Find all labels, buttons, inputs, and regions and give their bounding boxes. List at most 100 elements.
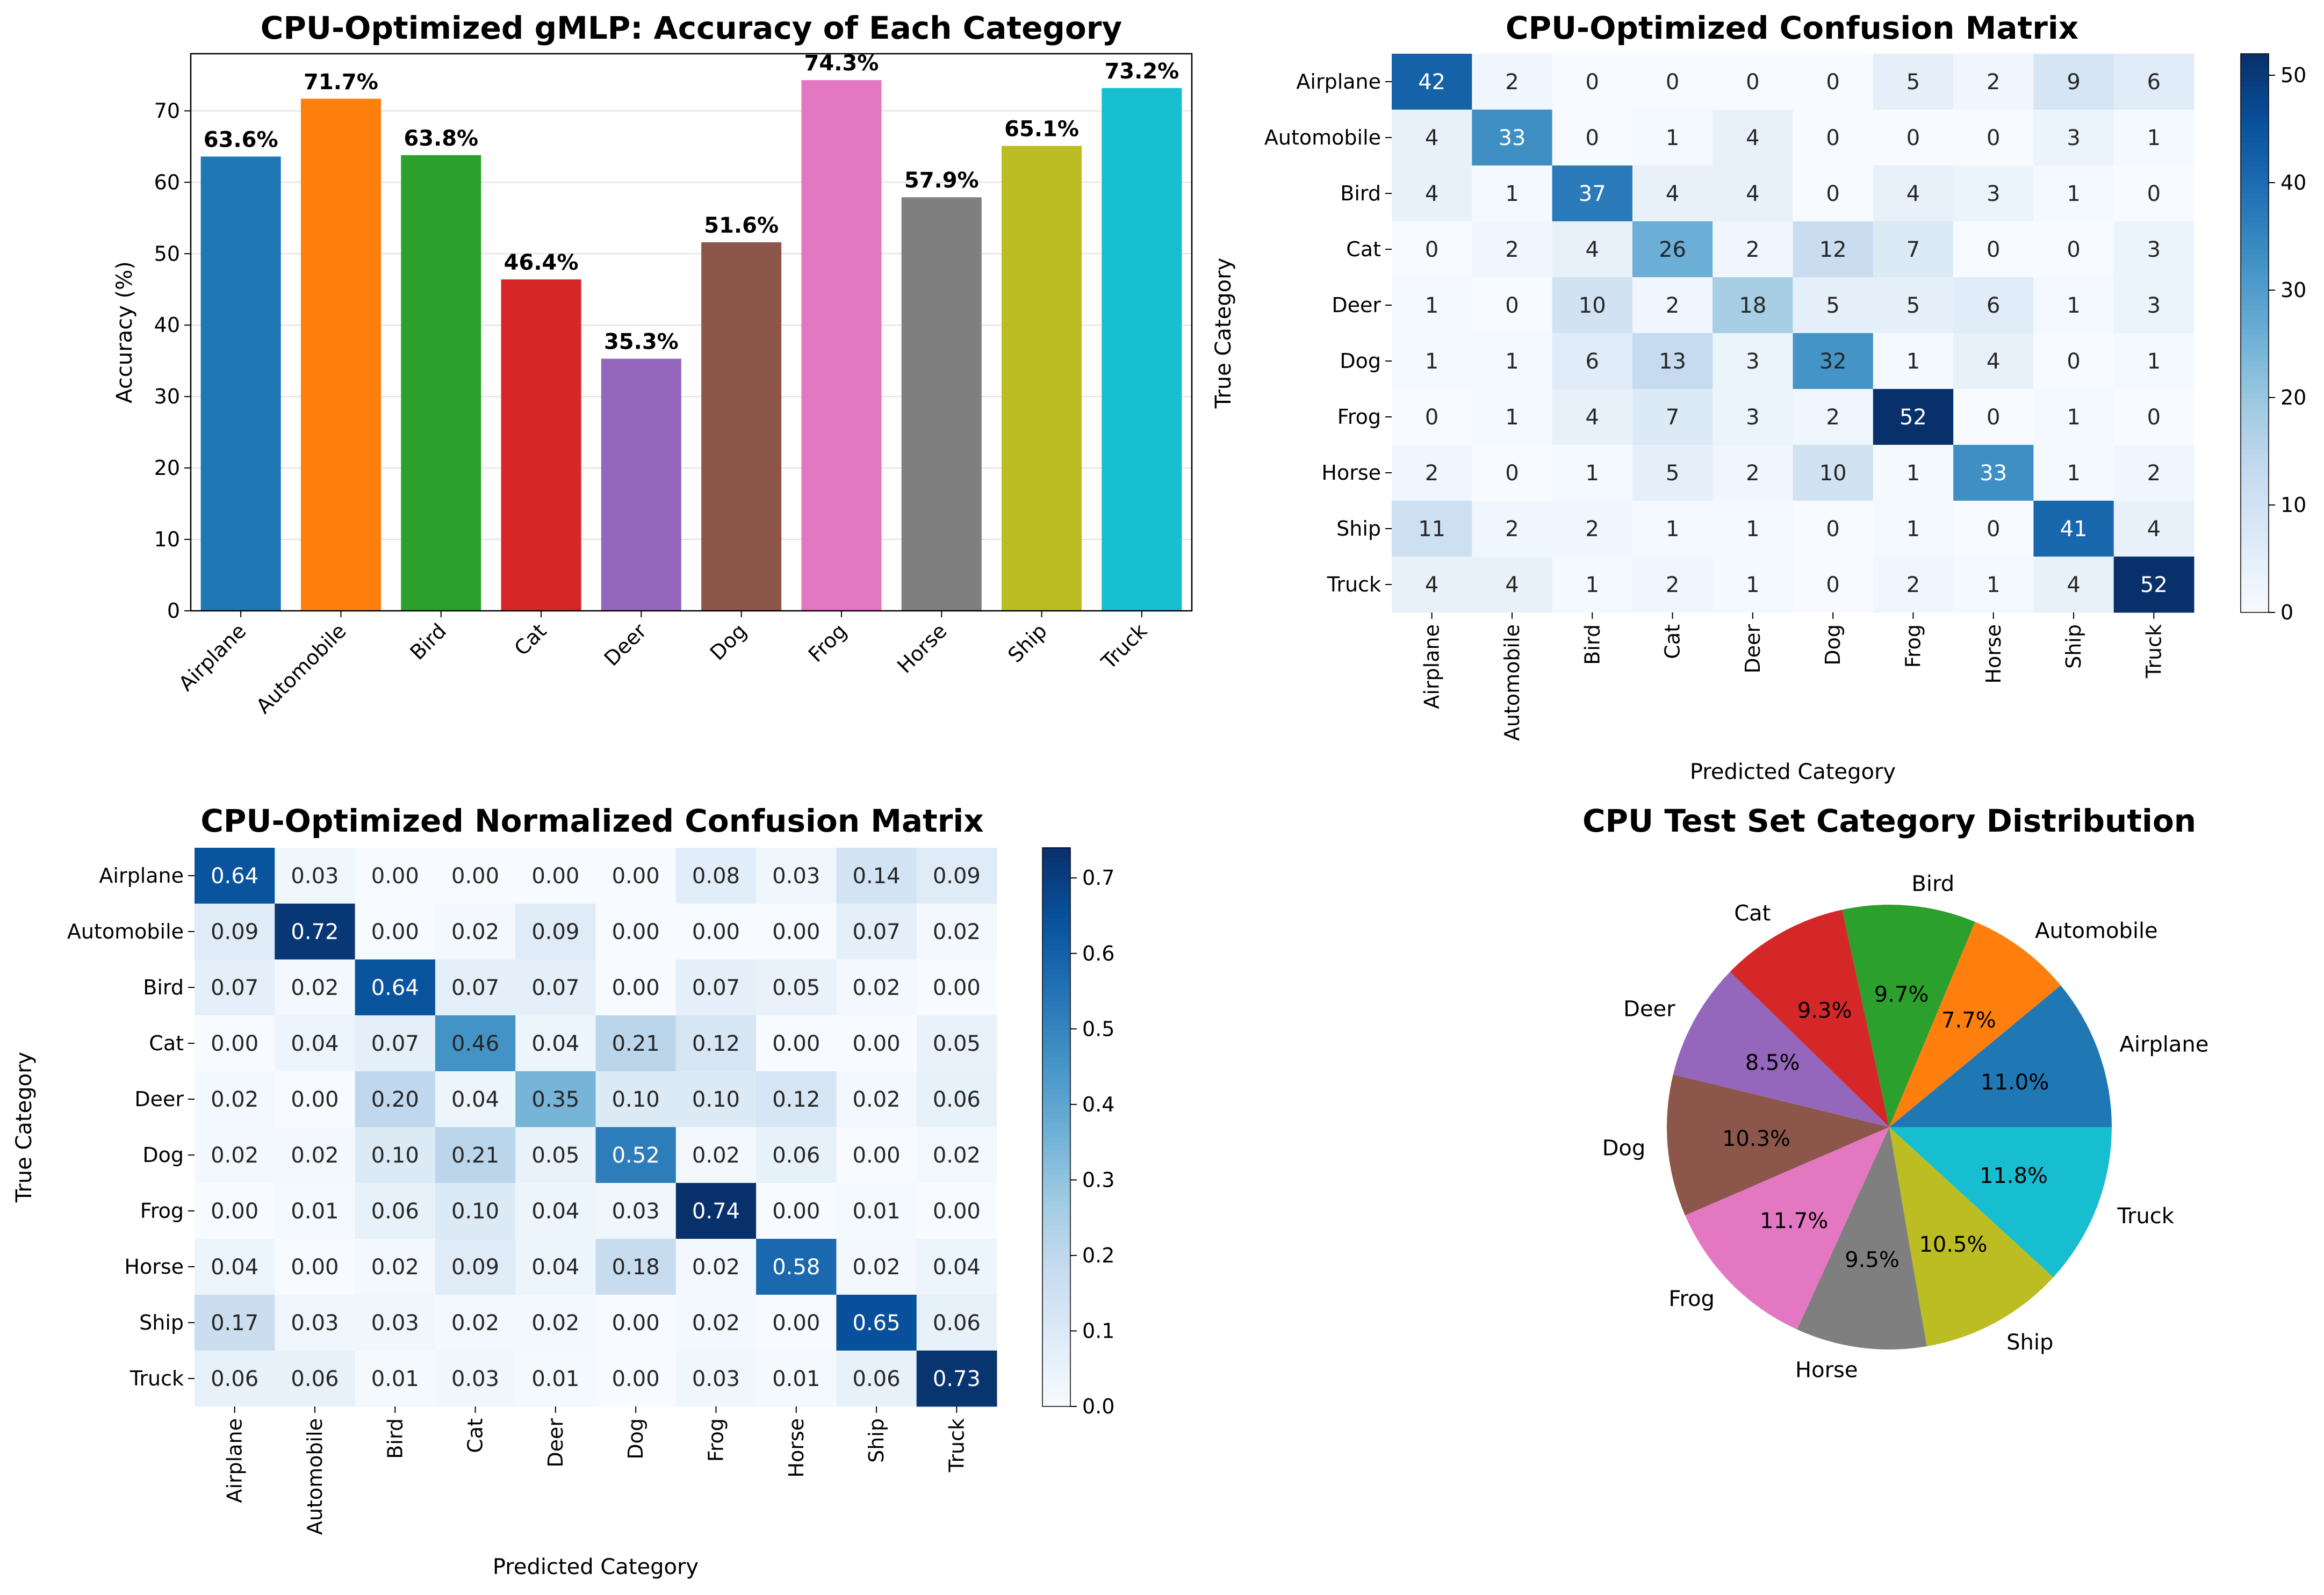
heatmap-cell <box>355 1071 436 1128</box>
heatmap-cell-value: 0 <box>2067 349 2080 374</box>
heatmap-cell <box>1713 445 1793 501</box>
heatmap-cell <box>195 1183 275 1239</box>
heatmap-cell-value: 4 <box>1505 573 1519 597</box>
colorbar-segment <box>2241 403 2269 408</box>
col-tick-label: Dog <box>624 1418 647 1460</box>
col-tick-label: Ship <box>865 1418 888 1463</box>
heatmap-cell-value: 0.01 <box>531 1367 579 1391</box>
heatmap-cell <box>195 1127 275 1183</box>
heatmap-cell <box>675 1127 757 1183</box>
heatmap-cell <box>916 1295 997 1351</box>
x-axis-label: Predicted Category <box>1690 760 1896 784</box>
y-tick-label: 30 <box>154 385 180 408</box>
row-tick-label: Horse <box>124 1255 184 1279</box>
heatmap-cell-value: 0 <box>1425 405 1438 430</box>
heatmap-cell <box>275 1015 356 1072</box>
pie-percent-label: 10.5% <box>1919 1232 1987 1257</box>
heatmap-cell <box>1873 110 1954 166</box>
x-tick-label: Cat <box>510 619 551 660</box>
colorbar-segment <box>2241 91 2269 96</box>
heatmap-cell <box>916 959 997 1016</box>
heatmap-cell <box>1552 277 1633 334</box>
heatmap-cell <box>836 1239 917 1295</box>
heatmap-cell-value: 0 <box>1826 70 1839 95</box>
colorbar-segment <box>2241 501 2269 506</box>
heatmap-cell <box>355 904 436 960</box>
heatmap-cell <box>1472 277 1553 334</box>
colorbar-tick-label: 0.5 <box>1082 1017 1114 1041</box>
heatmap-cell-value: 2 <box>1746 237 1759 262</box>
row-tick-label: Bird <box>143 976 184 999</box>
x-tick-label: Truck <box>1097 619 1152 674</box>
colorbar-tick-label: 0.1 <box>1082 1319 1114 1343</box>
heatmap-cell-value: 52 <box>2140 573 2168 597</box>
heatmap-cell <box>756 1015 837 1072</box>
heatmap-cell <box>916 904 997 960</box>
normalized-confusion-matrix-heatmap: CPU-Optimized Normalized Confusion Matri… <box>12 803 1114 1579</box>
heatmap-cell <box>1472 54 1553 110</box>
heatmap-cell <box>1392 445 1472 501</box>
heatmap-cell-value: 0.12 <box>692 1031 740 1056</box>
colorbar-segment <box>2241 114 2269 120</box>
row-tick-label: Cat <box>1346 237 1381 261</box>
bar-value-label: 57.9% <box>904 168 979 193</box>
heatmap-title: CPU-Optimized Confusion Matrix <box>1506 10 2078 46</box>
heatmap-cell <box>515 1127 596 1183</box>
heatmap-cell <box>1873 557 1954 613</box>
heatmap-cell <box>756 959 837 1016</box>
colorbar-tick-label: 0.2 <box>1082 1244 1114 1267</box>
heatmap-cell <box>515 959 596 1016</box>
colorbar-segment <box>2241 505 2269 511</box>
heatmap-cell <box>275 1239 356 1295</box>
heatmap-cell-value: 0.74 <box>692 1199 740 1224</box>
colorbar-segment <box>1042 1206 1070 1211</box>
colorbar-segment <box>1042 1225 1070 1230</box>
heatmap-cell <box>916 1183 997 1239</box>
colorbar-segment <box>2241 603 2269 609</box>
heatmap-cell-value: 1 <box>1425 349 1438 374</box>
colorbar-segment <box>2241 54 2269 59</box>
pie-slice-deer <box>1673 971 1889 1127</box>
heatmap-cell-value: 12 <box>1819 237 1847 262</box>
y-tick-label: 70 <box>154 99 180 122</box>
colorbar-segment <box>1042 866 1070 872</box>
colorbar-segment <box>1042 969 1070 974</box>
heatmap-cell-value: 0 <box>1505 293 1519 318</box>
heatmap-cell <box>195 1071 275 1128</box>
heatmap-cell <box>595 848 677 904</box>
x-tick-label: Horse <box>893 619 951 677</box>
heatmap-cell <box>1873 501 1954 557</box>
colorbar-segment <box>2241 263 2269 269</box>
bar-ship <box>1002 146 1082 611</box>
heatmap-cell <box>1953 165 2034 222</box>
colorbar-segment <box>2241 552 2269 557</box>
heatmap-cell <box>1472 445 1553 501</box>
heatmap-cell-value: 0.00 <box>291 1087 339 1112</box>
heatmap-cell <box>355 1015 436 1072</box>
pie-slice-airplane <box>1889 985 2112 1127</box>
colorbar-segment <box>1042 987 1070 993</box>
colorbar-segment <box>2241 393 2269 399</box>
colorbar-segment <box>2241 110 2269 115</box>
row-tick-label: Dog <box>1340 349 1381 373</box>
heatmap-cell-value: 0.00 <box>371 920 419 944</box>
colorbar-segment <box>1042 1309 1070 1314</box>
colorbar-segment <box>2241 100 2269 106</box>
heatmap-cell <box>195 1295 275 1351</box>
heatmap-cell <box>1873 389 1954 445</box>
heatmap-cell-value: 0 <box>1987 405 2000 430</box>
colorbar-segment <box>1042 1346 1070 1351</box>
colorbar-segment <box>2241 473 2269 478</box>
heatmap-cell <box>2113 221 2195 278</box>
row-tick-label: Frog <box>140 1199 184 1223</box>
heatmap-cell-value: 0.06 <box>371 1199 419 1224</box>
colorbar-segment <box>1042 1220 1070 1225</box>
heatmap-cell-value: 0.73 <box>933 1367 981 1391</box>
heatmap-cell <box>2033 277 2114 334</box>
heatmap-cell <box>355 959 436 1016</box>
heatmap-cell-value: 0 <box>1505 461 1519 486</box>
heatmap-cell-value: 0 <box>1425 237 1438 262</box>
heatmap-cell-value: 0.17 <box>211 1311 258 1336</box>
colorbar-tick-label: 40 <box>2280 171 2306 194</box>
colorbar-segment <box>1042 1285 1070 1291</box>
